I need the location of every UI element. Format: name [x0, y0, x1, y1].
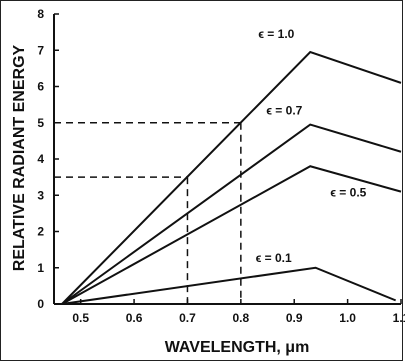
tick-labels: 0 1 2 3 4 5 6 7 8 0.5 0.6 0.7 0.8 0.9 1.0 1.1	[37, 7, 405, 325]
y-tick-label: 0	[37, 297, 44, 311]
y-tick-label: 7	[37, 43, 44, 57]
x-tick-label: 0.7	[179, 311, 196, 325]
series-label: ϵ = 0.7	[266, 104, 302, 118]
x-tick-label: 0.8	[233, 311, 250, 325]
x-tick-label: 0.6	[126, 311, 143, 325]
y-tick-label: 4	[37, 152, 44, 166]
y-tick-label: 5	[37, 116, 44, 130]
x-tick-label: 1.0	[339, 311, 356, 325]
series-label: ϵ = 0.1	[256, 251, 292, 265]
x-tick-label: 0.9	[286, 311, 303, 325]
y-tick-label: 1	[37, 261, 44, 275]
y-tick-label: 8	[37, 7, 44, 21]
series-lines	[61, 50, 402, 305]
y-axis-label: RELATIVE RADIANT ENERGY	[11, 44, 28, 271]
series-line	[61, 165, 402, 305]
series-label: ϵ = 0.5	[330, 185, 366, 199]
reference-lines	[54, 122, 242, 304]
series-label: ϵ = 1.0	[258, 27, 294, 41]
y-tick-label: 3	[37, 188, 44, 202]
x-tick-label: 1.1	[393, 311, 405, 325]
y-tick-label: 6	[37, 80, 44, 94]
series-labels: ϵ = 1.0 ϵ = 0.7 ϵ = 0.5 ϵ = 0.1	[256, 27, 367, 265]
x-tick-label: 0.5	[72, 311, 89, 325]
y-tick-label: 2	[37, 225, 44, 239]
x-axis-label: WAVELENGTH, μm	[165, 339, 310, 356]
series-line	[61, 50, 402, 305]
axes	[53, 13, 402, 305]
series-line	[61, 266, 397, 305]
series-line	[61, 123, 402, 305]
